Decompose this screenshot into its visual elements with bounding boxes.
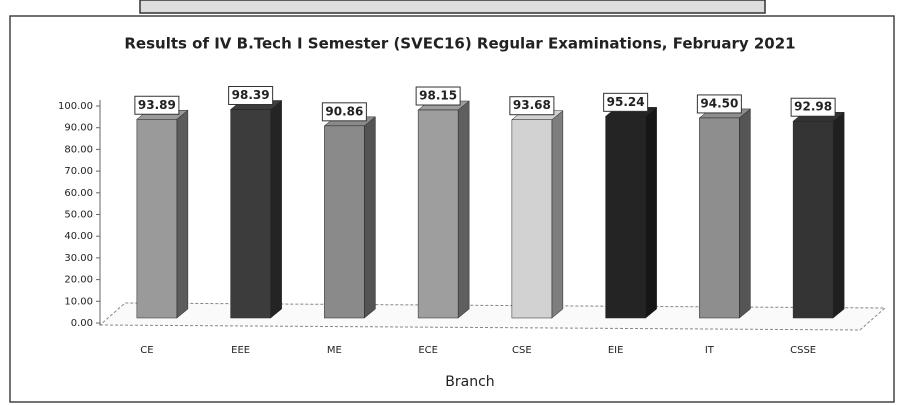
y-tick-label: 60.00 bbox=[64, 188, 93, 199]
bar bbox=[230, 109, 271, 319]
y-tick-label: 100.00 bbox=[58, 101, 93, 112]
bar-side bbox=[176, 109, 189, 319]
x-axis-title: Branch bbox=[445, 374, 494, 390]
x-tick-label: CSSE bbox=[790, 345, 816, 356]
y-tick-label: 40.00 bbox=[64, 231, 93, 242]
bar-side bbox=[457, 100, 470, 319]
x-tick-label: IT bbox=[705, 345, 715, 356]
y-tick-label: 50.00 bbox=[64, 210, 93, 221]
value-label-box bbox=[509, 96, 555, 116]
value-label-box bbox=[603, 92, 649, 112]
bar-side bbox=[364, 116, 376, 319]
y-tick-label: 90.00 bbox=[64, 123, 93, 134]
floor bbox=[98, 302, 887, 331]
x-tick-label: CSE bbox=[512, 345, 532, 356]
x-tick-label: ECE bbox=[418, 345, 438, 356]
bar bbox=[792, 120, 834, 319]
bar bbox=[417, 109, 459, 319]
value-label: 94.50 bbox=[700, 96, 738, 110]
y-tick-label: 30.00 bbox=[64, 253, 93, 264]
bar bbox=[136, 119, 178, 319]
bar bbox=[699, 117, 740, 319]
value-label: 98.39 bbox=[232, 88, 270, 102]
value-label: 92.98 bbox=[794, 100, 832, 114]
x-tick-label: EEE bbox=[231, 345, 250, 356]
bar-side bbox=[832, 111, 845, 319]
value-label-box bbox=[321, 102, 367, 122]
y-tick-label: 0.00 bbox=[71, 318, 93, 329]
value-label: 93.68 bbox=[513, 98, 551, 112]
value-label: 90.86 bbox=[325, 104, 363, 118]
value-label: 93.89 bbox=[138, 98, 176, 112]
x-tick-label: ME bbox=[327, 345, 342, 356]
value-label-box bbox=[696, 94, 742, 114]
chart-title: Results of IV B.Tech I Semester (SVEC16)… bbox=[124, 35, 795, 53]
value-label-box bbox=[134, 95, 180, 115]
y-tick-label: 80.00 bbox=[64, 144, 93, 155]
value-label: 98.15 bbox=[419, 89, 457, 103]
bar bbox=[605, 116, 646, 319]
bar-side bbox=[645, 106, 657, 319]
value-label-box bbox=[228, 85, 274, 105]
x-tick-label: EIE bbox=[608, 345, 624, 356]
table-edge bbox=[139, 0, 766, 14]
bar-side bbox=[270, 99, 282, 319]
y-tick-label: 20.00 bbox=[64, 275, 93, 286]
x-tick-label: CE bbox=[140, 345, 153, 356]
bar bbox=[511, 119, 553, 319]
y-tick-label: 70.00 bbox=[64, 166, 93, 177]
bar-side bbox=[739, 108, 751, 319]
y-tick-label: 10.00 bbox=[64, 296, 93, 307]
bar bbox=[324, 125, 365, 319]
bar-side bbox=[551, 110, 564, 319]
value-label-box bbox=[790, 97, 836, 117]
value-label-box bbox=[415, 86, 461, 106]
value-label: 95.24 bbox=[607, 95, 645, 109]
